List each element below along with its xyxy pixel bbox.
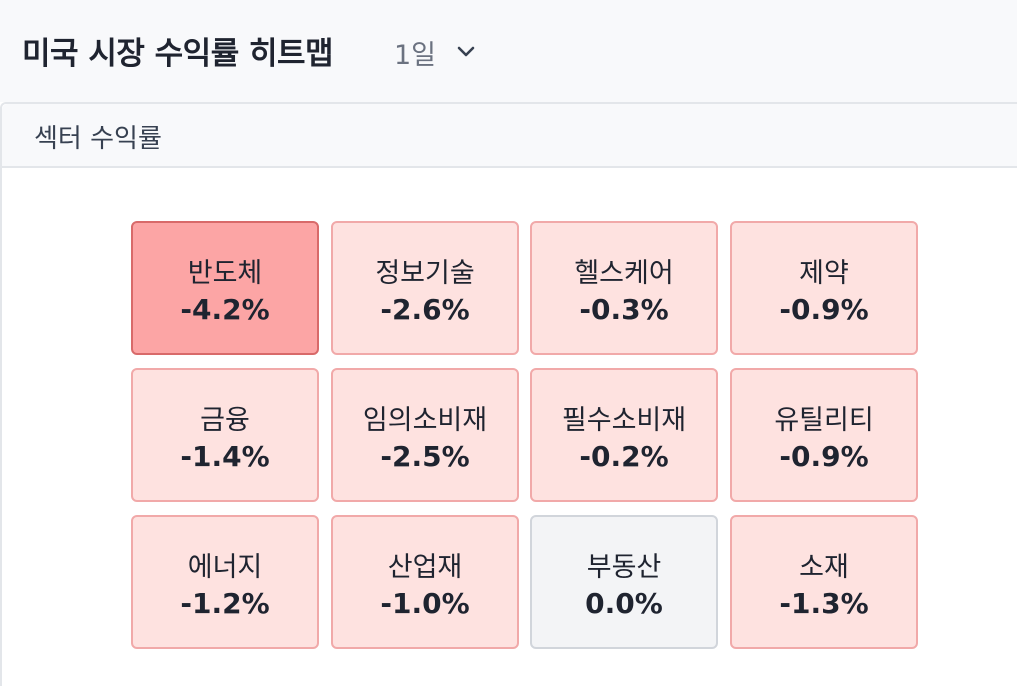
sector-name: 헬스케어: [574, 258, 674, 289]
sector-name: 필수소비재: [561, 405, 687, 436]
sector-tile-information-technology[interactable]: 정보기술 -2.6%: [331, 221, 519, 355]
sector-return: -2.6%: [380, 293, 470, 326]
sector-name: 정보기술: [375, 258, 475, 289]
sector-tile-materials[interactable]: 소재 -1.3%: [730, 515, 918, 649]
sector-return: 0.0%: [585, 587, 663, 620]
sector-name: 소재: [799, 552, 849, 583]
sector-heatmap: 반도체 -4.2% 정보기술 -2.6% 헬스케어 -0.3% 제약 -0.9%…: [131, 221, 923, 653]
sector-tile-industrials[interactable]: 산업재 -1.0%: [331, 515, 519, 649]
sector-return: -0.2%: [579, 440, 669, 473]
sector-return: -0.9%: [779, 293, 869, 326]
sector-name: 금융: [200, 405, 250, 436]
sector-tile-healthcare[interactable]: 헬스케어 -0.3%: [530, 221, 718, 355]
sector-return: -1.2%: [180, 587, 270, 620]
sector-return: -4.2%: [180, 293, 270, 326]
page-title: 미국 시장 수익률 히트맵: [22, 36, 334, 72]
sector-name: 에너지: [187, 552, 263, 583]
sector-returns-panel: 섹터 수익률 반도체 -4.2% 정보기술 -2.6% 헬스케어 -0.3% 제…: [0, 102, 1017, 686]
sector-return: -0.3%: [579, 293, 669, 326]
period-label: 1일: [394, 39, 437, 71]
period-dropdown[interactable]: 1일: [394, 32, 478, 72]
sector-return: -1.4%: [180, 440, 270, 473]
header: 미국 시장 수익률 히트맵 1일: [0, 0, 1017, 102]
sector-name: 부동산: [586, 552, 662, 583]
sector-return: -0.9%: [779, 440, 869, 473]
panel-title: 섹터 수익률: [34, 124, 162, 154]
sector-tile-real-estate[interactable]: 부동산 0.0%: [530, 515, 718, 649]
sector-tile-semiconductors[interactable]: 반도체 -4.2%: [131, 221, 319, 355]
sector-tile-consumer-staples[interactable]: 필수소비재 -0.2%: [530, 368, 718, 502]
sector-name: 반도체: [187, 258, 263, 289]
chevron-down-icon: [457, 46, 475, 57]
sector-tile-energy[interactable]: 에너지 -1.2%: [131, 515, 319, 649]
sector-name: 유틸리티: [774, 405, 874, 436]
sector-return: -2.5%: [380, 440, 470, 473]
panel-header: 섹터 수익률: [2, 104, 1017, 168]
sector-name: 임의소비재: [362, 405, 488, 436]
sector-return: -1.0%: [380, 587, 470, 620]
sector-return: -1.3%: [779, 587, 869, 620]
sector-tile-pharma[interactable]: 제약 -0.9%: [730, 221, 918, 355]
sector-tile-utilities[interactable]: 유틸리티 -0.9%: [730, 368, 918, 502]
sector-tile-financials[interactable]: 금융 -1.4%: [131, 368, 319, 502]
sector-name: 제약: [799, 258, 849, 289]
sector-name: 산업재: [387, 552, 463, 583]
sector-tile-consumer-discretionary[interactable]: 임의소비재 -2.5%: [331, 368, 519, 502]
